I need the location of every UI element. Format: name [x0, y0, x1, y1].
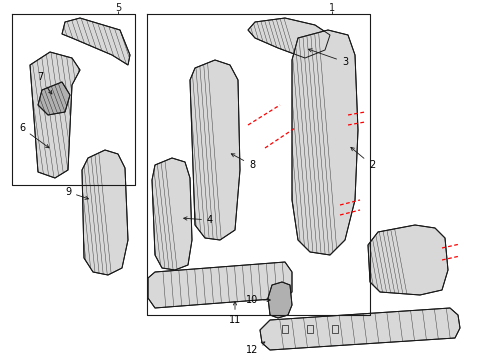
Bar: [282, 325, 287, 333]
Polygon shape: [38, 82, 70, 115]
Polygon shape: [190, 60, 240, 240]
Text: 10: 10: [245, 295, 270, 305]
Polygon shape: [38, 82, 70, 115]
Polygon shape: [148, 262, 291, 308]
Polygon shape: [30, 52, 80, 178]
Polygon shape: [267, 282, 291, 318]
Text: 8: 8: [231, 154, 255, 170]
Polygon shape: [260, 308, 459, 350]
Text: 2: 2: [350, 147, 374, 170]
Polygon shape: [62, 18, 130, 65]
Text: 7: 7: [37, 72, 52, 94]
Text: 12: 12: [245, 342, 264, 355]
Polygon shape: [82, 150, 128, 275]
Polygon shape: [260, 308, 459, 350]
Polygon shape: [30, 52, 80, 178]
Bar: [331, 325, 337, 333]
Text: 9: 9: [65, 187, 88, 199]
Text: 1: 1: [328, 3, 334, 13]
Text: 4: 4: [183, 215, 213, 225]
Polygon shape: [367, 225, 447, 295]
Polygon shape: [62, 18, 130, 65]
Polygon shape: [152, 158, 192, 270]
Polygon shape: [291, 30, 357, 255]
Text: 3: 3: [308, 49, 347, 67]
Bar: [306, 325, 312, 333]
Polygon shape: [247, 18, 329, 58]
Polygon shape: [82, 150, 128, 275]
Polygon shape: [148, 262, 291, 308]
Polygon shape: [152, 158, 192, 270]
Text: 6: 6: [19, 123, 49, 148]
Text: 11: 11: [228, 302, 241, 325]
Polygon shape: [367, 225, 447, 295]
Text: 5: 5: [115, 3, 121, 13]
Polygon shape: [291, 30, 357, 255]
Polygon shape: [247, 18, 329, 58]
Polygon shape: [190, 60, 240, 240]
